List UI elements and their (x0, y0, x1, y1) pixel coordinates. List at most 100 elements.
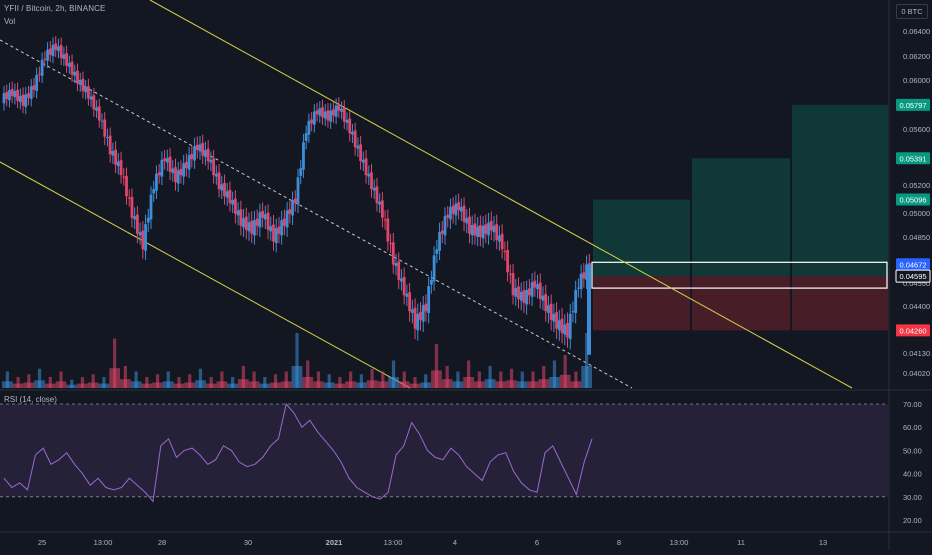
volume-spike (113, 338, 117, 388)
volume-spike (5, 371, 9, 388)
candle-body (48, 48, 52, 55)
candle-body (470, 225, 474, 236)
time-tick-label: 8 (617, 538, 621, 547)
time-tick-label: 11 (737, 538, 745, 547)
candle-body (198, 144, 202, 152)
candle-body (187, 155, 191, 170)
volume-spike (509, 368, 514, 388)
candle-body (579, 273, 583, 290)
volume-label: Vol (4, 17, 16, 26)
candle-body (103, 119, 107, 137)
candle-body (168, 156, 172, 172)
price-tag-target (896, 152, 930, 165)
candle-body (527, 288, 531, 296)
time-tick-label: 28 (158, 538, 166, 547)
candle-body (329, 110, 333, 122)
candle-body (571, 311, 575, 313)
target-zone-1 (593, 199, 690, 277)
candle-body (498, 235, 501, 242)
price-tag-label: 0.04595 (899, 272, 926, 281)
volume-spike (231, 377, 235, 388)
volume-spike (370, 368, 374, 388)
candle-body (427, 286, 431, 313)
candle-body (171, 168, 175, 174)
candle-body (394, 263, 398, 267)
rsi-tick-label: 70.00 (903, 400, 922, 409)
candle-body (176, 170, 180, 184)
candle-body (272, 224, 275, 242)
candle-body (32, 85, 36, 90)
volume-spike (273, 374, 278, 388)
candle-body (182, 163, 186, 177)
price-tag-label: 0.05797 (899, 101, 926, 110)
candle-body (334, 105, 338, 117)
currency-badge[interactable]: 0 BTC (896, 4, 928, 19)
volume-spike (359, 374, 363, 388)
candle-body (511, 273, 515, 296)
rsi-label[interactable]: RSI (14, close) (4, 395, 57, 404)
candle-body (204, 150, 207, 157)
volume-spike (327, 374, 331, 388)
candle-body (459, 207, 463, 212)
candle-body (307, 120, 311, 135)
candle-body (419, 312, 422, 320)
candle-body (514, 287, 518, 297)
volume-spike (80, 377, 85, 388)
candle-body (416, 313, 420, 331)
volume-spike (177, 377, 181, 388)
candle-body (345, 119, 349, 123)
time-tick-label: 4 (453, 538, 457, 547)
price-tag-current (896, 258, 930, 271)
candle-body (495, 224, 499, 241)
candle-body (253, 220, 256, 236)
price-tag-label: 0.04260 (899, 326, 926, 335)
candle-body (212, 158, 216, 176)
candle-body (133, 216, 137, 220)
candle-body (391, 242, 395, 265)
candle-body (440, 230, 444, 234)
candle-body (263, 214, 267, 220)
candle-body (247, 222, 251, 232)
candle-body (130, 196, 134, 218)
candle-body (481, 225, 485, 239)
time-tick-label: 13:00 (384, 538, 403, 547)
symbol-title[interactable]: YFII / Bitcoin, 2h, BINANCE (4, 4, 106, 13)
volume-spike (284, 371, 288, 388)
candle-body (555, 312, 559, 329)
candle-body (302, 142, 305, 170)
candle-body (413, 307, 417, 329)
candle-body (78, 80, 82, 85)
candle-body (519, 291, 523, 301)
volume-spike (37, 368, 42, 388)
candle-body (386, 218, 390, 242)
candle-body (119, 160, 123, 176)
rsi-tick-label: 60.00 (903, 423, 922, 432)
candle-body (5, 91, 9, 99)
candle-body (552, 313, 556, 322)
candle-body (209, 159, 213, 163)
candle-body (195, 144, 199, 150)
time-tick-label: 30 (244, 538, 252, 547)
candle-body (111, 151, 115, 156)
entry-highlight-box (591, 261, 888, 289)
volume-spike (209, 377, 213, 388)
candle-body (274, 228, 278, 244)
stop-zone-2 (692, 276, 790, 331)
candle-body (127, 197, 131, 199)
price-tag-label: 0.04672 (899, 260, 926, 269)
candle-body (81, 78, 85, 92)
candle-body (225, 191, 229, 198)
volume-spike (531, 371, 535, 388)
price-tick-label: 0.05200 (903, 181, 930, 190)
stop-zone-1 (593, 276, 690, 331)
candle-body (318, 108, 322, 116)
time-tick-label: 13 (819, 538, 827, 547)
candle-body (146, 217, 150, 223)
candle-body (157, 172, 161, 176)
candle-body (438, 232, 441, 251)
candle-body (337, 104, 341, 111)
candle-body (405, 293, 409, 297)
candle-body (51, 44, 55, 56)
